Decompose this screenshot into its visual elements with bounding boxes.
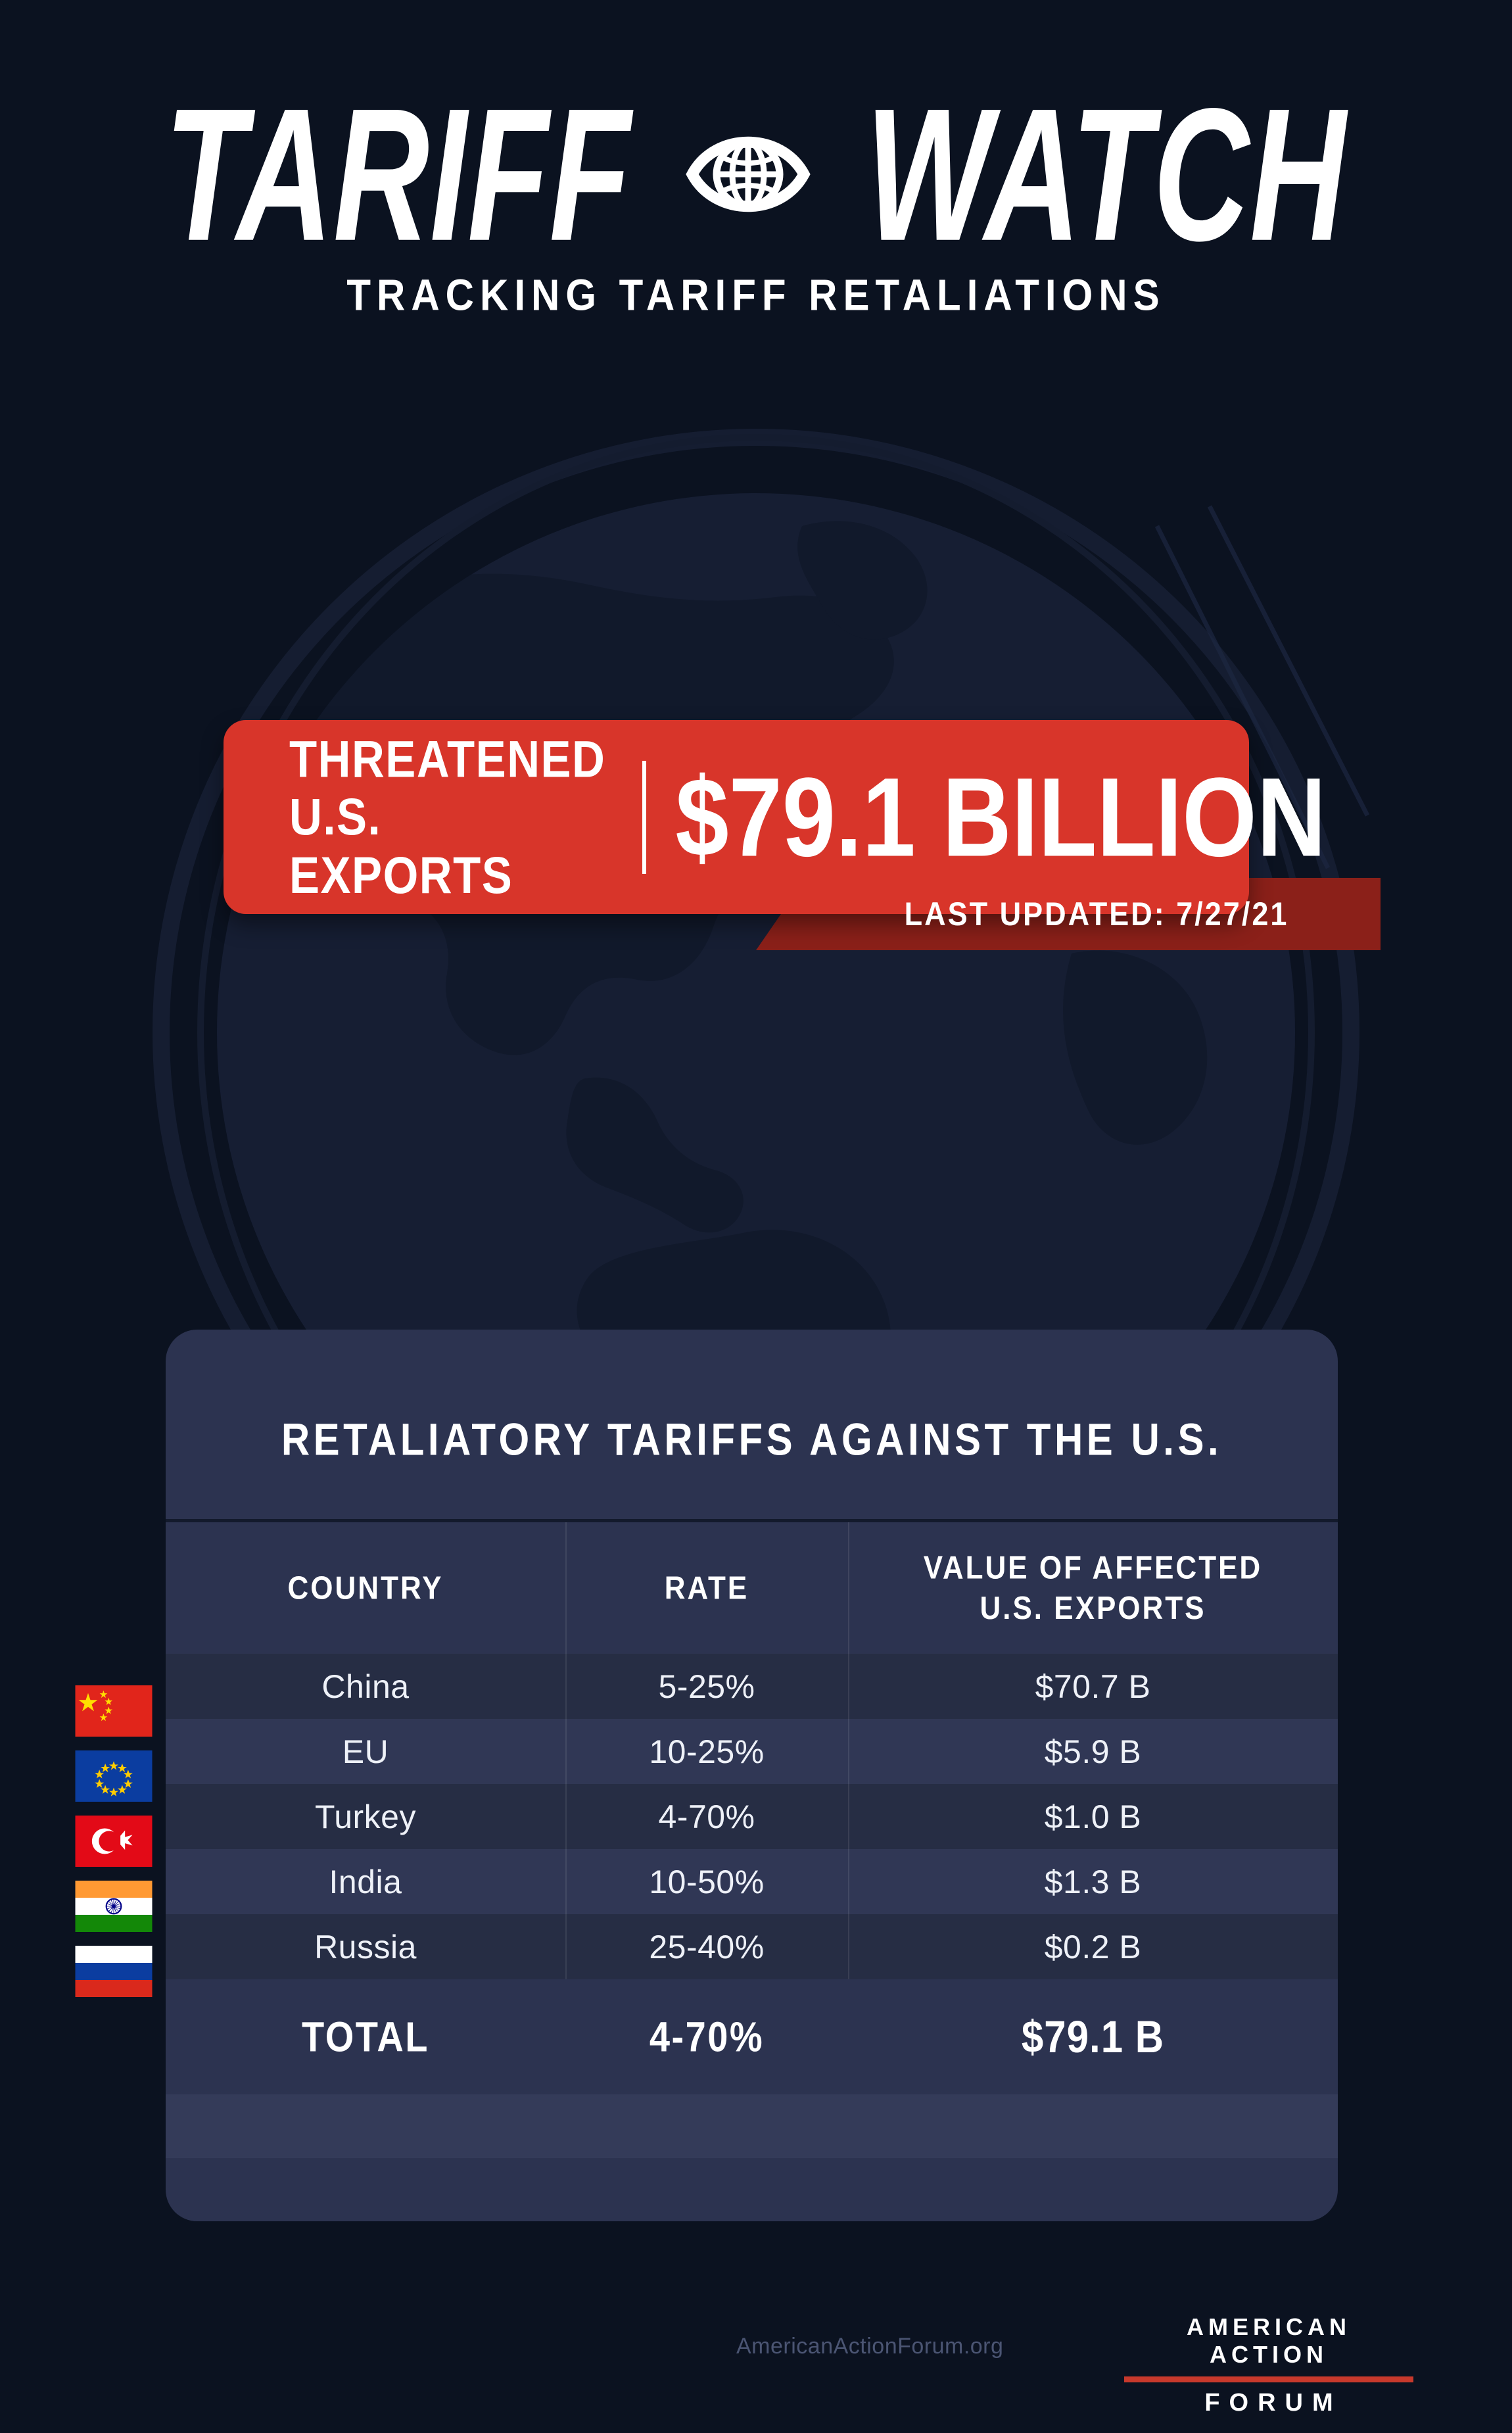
table-footer-strip bbox=[166, 2094, 1338, 2158]
table-row: Russia 25-40% $0.2 B bbox=[166, 1914, 1338, 1979]
column-divider-2 bbox=[848, 1849, 849, 1914]
china-flag bbox=[75, 1685, 153, 1737]
flag-slot-eu bbox=[74, 1743, 153, 1808]
american-action-forum-logo[interactable]: AMERICAN ACTION FORUM bbox=[1124, 2313, 1413, 2417]
title-row: TARIFF WATCH bbox=[0, 80, 1512, 269]
threatened-exports-amount: $79.1 BILLION bbox=[675, 754, 1327, 880]
table-header-row: COUNTRY RATE VALUE OF AFFECTED U.S. EXPO… bbox=[166, 1522, 1338, 1654]
tariff-table-card: RETALIATORY TARIFFS AGAINST THE U.S. COU… bbox=[166, 1330, 1338, 2221]
table-row: Turkey 4-70% $1.0 B bbox=[166, 1784, 1338, 1849]
poster-header: TARIFF WATCH TRACKING TARIFF RETALIATION… bbox=[0, 80, 1512, 320]
column-divider-2 bbox=[848, 1719, 849, 1784]
poster-subtitle: TRACKING TARIFF RETALIATIONS bbox=[346, 270, 1166, 320]
last-updated-ribbon: LAST UPDATED: 7/27/21 bbox=[756, 878, 1381, 950]
tariff-table: COUNTRY RATE VALUE OF AFFECTED U.S. EXPO… bbox=[166, 1522, 1338, 2158]
cell-value: $1.0 B bbox=[1044, 1798, 1142, 1835]
table-row: China 5-25% $70.7 B bbox=[166, 1654, 1338, 1719]
column-divider-1 bbox=[565, 1522, 567, 1654]
cell-rate: 5-25% bbox=[658, 1668, 755, 1705]
eu-flag bbox=[75, 1750, 153, 1802]
cell-country: China bbox=[321, 1668, 410, 1705]
column-header-rate: RATE bbox=[664, 1570, 749, 1606]
table-total-row: TOTAL 4-70% $79.1 B bbox=[166, 1979, 1338, 2094]
cell-country: India bbox=[329, 1863, 402, 1900]
cell-value: $0.2 B bbox=[1044, 1928, 1142, 1965]
cell-country: EU bbox=[342, 1733, 389, 1770]
cell-rate: 10-50% bbox=[649, 1863, 765, 1900]
table-title: RETALIATORY TARIFFS AGAINST THE U.S. bbox=[281, 1414, 1223, 1465]
last-updated-text: LAST UPDATED: 7/27/21 bbox=[904, 894, 1289, 932]
flag-slot-russia bbox=[74, 1939, 153, 2004]
table-row: EU 10-25% $5.9 B bbox=[166, 1719, 1338, 1784]
column-divider-1 bbox=[565, 1914, 567, 1979]
russia-flag bbox=[75, 1945, 153, 1997]
flag-slot-india bbox=[74, 1873, 153, 1939]
column-divider-2 bbox=[848, 1784, 849, 1849]
threatened-exports-label: THREATENED U.S. EXPORTS bbox=[289, 730, 606, 904]
turkey-flag bbox=[75, 1815, 153, 1867]
footer-website-url[interactable]: AmericanActionForum.org bbox=[736, 2334, 1004, 2359]
column-header-country: COUNTRY bbox=[287, 1570, 444, 1606]
table-header-divider bbox=[166, 1519, 1338, 1522]
column-divider-1 bbox=[565, 1654, 567, 1719]
column-divider-1 bbox=[565, 1784, 567, 1849]
column-divider-2 bbox=[848, 1522, 849, 1654]
total-label: TOTAL bbox=[302, 2013, 429, 2061]
cell-country: Turkey bbox=[315, 1798, 416, 1835]
logo-top-text: AMERICAN ACTION bbox=[1187, 2313, 1351, 2368]
column-divider-1 bbox=[565, 1719, 567, 1784]
column-divider-2 bbox=[848, 1654, 849, 1719]
cell-value: $5.9 B bbox=[1044, 1733, 1142, 1770]
total-value: $79.1 B bbox=[1021, 2011, 1165, 2062]
logo-bottom-text: FORUM bbox=[1204, 2389, 1342, 2417]
cell-value: $70.7 B bbox=[1035, 1668, 1151, 1705]
flag-slot-china bbox=[74, 1678, 153, 1743]
cell-rate: 25-40% bbox=[649, 1928, 765, 1965]
cell-country: Russia bbox=[314, 1928, 417, 1965]
india-flag bbox=[75, 1880, 153, 1932]
cell-rate: 10-25% bbox=[649, 1733, 765, 1770]
flag-slot-turkey bbox=[74, 1808, 153, 1873]
banner-divider bbox=[642, 760, 647, 874]
column-divider-1 bbox=[565, 1849, 567, 1914]
table-row: India 10-50% $1.3 B bbox=[166, 1849, 1338, 1914]
cell-value: $1.3 B bbox=[1044, 1863, 1142, 1900]
title-word-right: WATCH bbox=[865, 68, 1346, 281]
column-header-value: VALUE OF AFFECTED U.S. EXPORTS bbox=[923, 1549, 1263, 1627]
flag-column bbox=[74, 1678, 153, 2004]
total-rate: 4-70% bbox=[649, 2013, 765, 2061]
cell-rate: 4-70% bbox=[658, 1798, 755, 1835]
eye-globe-icon bbox=[686, 137, 811, 212]
logo-accent-bar bbox=[1124, 2376, 1413, 2382]
title-word-left: TARIFF bbox=[164, 68, 632, 281]
column-divider-2 bbox=[848, 1914, 849, 1979]
